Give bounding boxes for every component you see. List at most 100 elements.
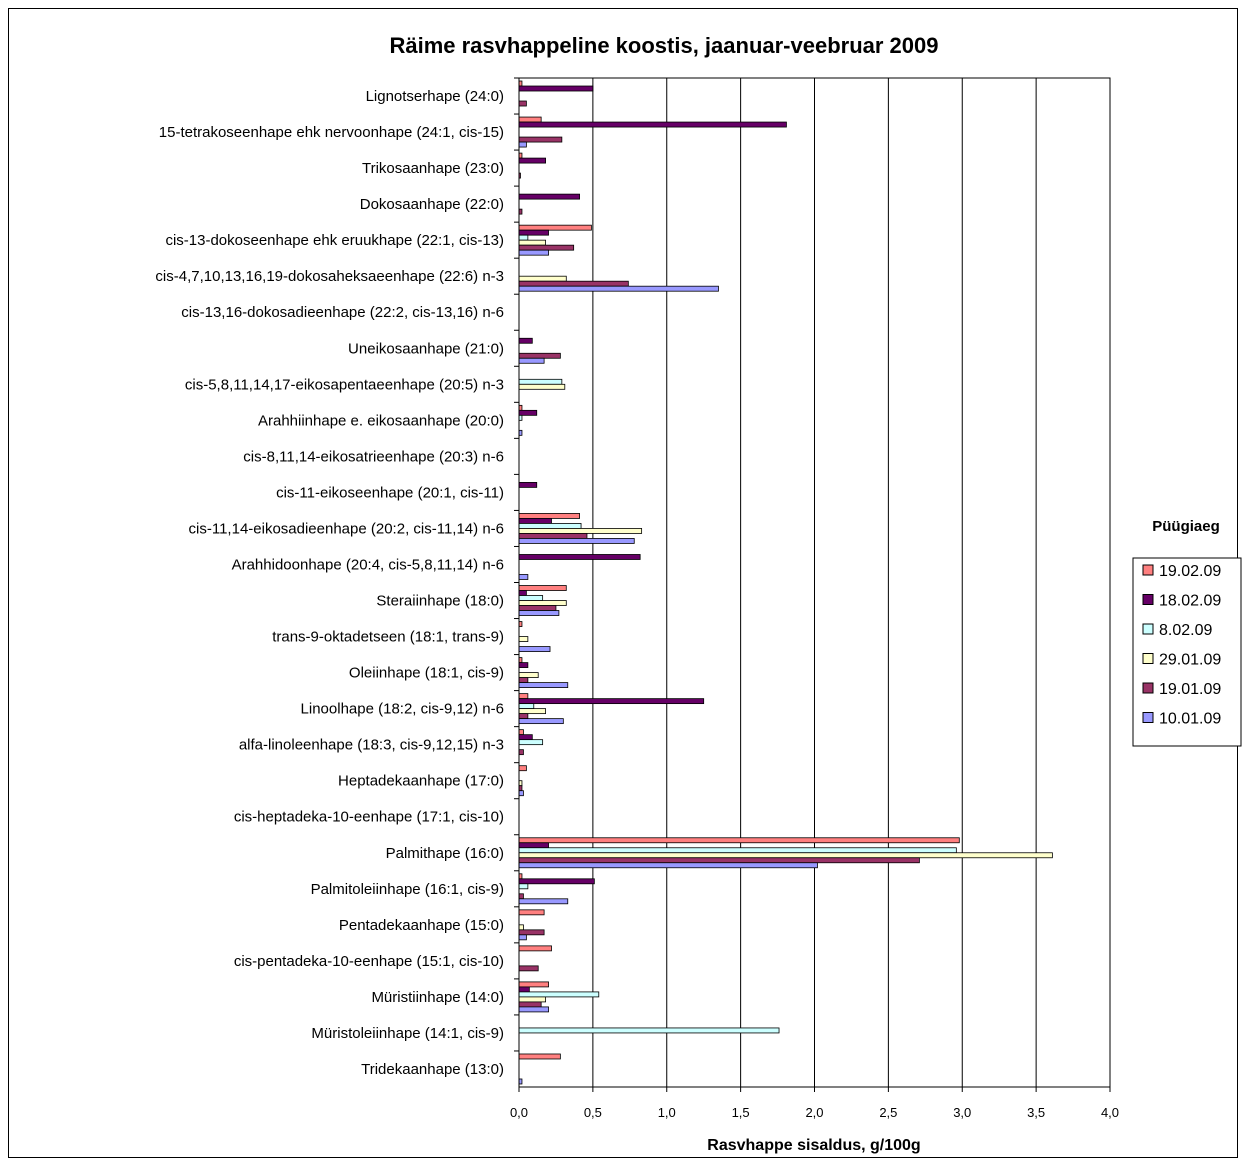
x-tick-label: 1,5 bbox=[732, 1105, 750, 1120]
bar bbox=[518, 224, 592, 231]
bar bbox=[518, 909, 545, 916]
bar bbox=[518, 378, 563, 385]
bar bbox=[518, 981, 549, 988]
bar bbox=[518, 996, 546, 1003]
category-label: Tridekaanhape (13:0) bbox=[361, 1061, 504, 1078]
bar bbox=[518, 1053, 561, 1060]
bar bbox=[518, 842, 549, 849]
category-label: Uneikosaanhape (21:0) bbox=[348, 340, 504, 357]
bar bbox=[518, 847, 957, 854]
bar bbox=[518, 790, 524, 797]
bar bbox=[518, 590, 527, 596]
bar bbox=[518, 677, 529, 683]
bar bbox=[518, 600, 567, 606]
bar bbox=[518, 482, 538, 488]
bar bbox=[518, 157, 546, 164]
legend-swatch bbox=[1142, 712, 1154, 723]
bar bbox=[518, 518, 552, 524]
bar bbox=[518, 538, 635, 544]
category-label: cis-13-dokoseenhape ehk eruukhape (22:1,… bbox=[165, 232, 504, 249]
category-label: Linoolhape (18:2, cis-9,12) n-6 bbox=[301, 701, 504, 718]
bar bbox=[518, 121, 787, 128]
bar bbox=[518, 693, 529, 700]
bar bbox=[518, 229, 549, 236]
category-labels: Lignotserhape (24:0) 15-tetrakoseenhape e… bbox=[155, 88, 504, 1078]
legend-swatch bbox=[1142, 623, 1154, 635]
bar bbox=[518, 883, 529, 890]
legend: 19.02.09 18.02.09 8.02.09 29.01.09 19.01.09 1… bbox=[1132, 557, 1242, 747]
bar bbox=[518, 383, 566, 390]
bar bbox=[518, 528, 643, 534]
bar bbox=[518, 409, 538, 416]
bar bbox=[518, 585, 567, 591]
category-label: Müristoleiinhape (14:1, cis-9) bbox=[311, 1025, 504, 1042]
bar bbox=[518, 280, 629, 287]
bar bbox=[518, 646, 551, 652]
bar bbox=[518, 698, 705, 705]
legend-entry: 18.02.09 bbox=[1159, 593, 1221, 610]
legend-swatch bbox=[1142, 594, 1154, 605]
x-tick-label: 1,0 bbox=[658, 1105, 676, 1120]
bar bbox=[518, 337, 533, 344]
category-label: cis-pentadeka-10-eenhape (15:1, cis-10) bbox=[234, 953, 504, 970]
x-tick-label: 3,0 bbox=[953, 1105, 971, 1120]
bar bbox=[518, 193, 580, 200]
legend-entry: 19.02.09 bbox=[1159, 563, 1221, 580]
x-tick-label: 2,0 bbox=[805, 1105, 823, 1120]
bar bbox=[518, 610, 560, 616]
category-label: Arahhiinhape e. eikosaanhape (20:0) bbox=[258, 412, 504, 429]
bar bbox=[518, 554, 641, 560]
bar bbox=[518, 708, 546, 715]
bar bbox=[518, 249, 549, 256]
category-label: Steraiinhape (18:0) bbox=[376, 593, 504, 610]
x-tick-label: 0,5 bbox=[584, 1105, 602, 1120]
bar bbox=[518, 986, 530, 993]
bar bbox=[518, 662, 529, 668]
bar bbox=[518, 929, 545, 936]
x-axis-title: Rasvhappe sisaldus, g/100g bbox=[707, 1137, 920, 1154]
bar bbox=[518, 893, 524, 900]
bar bbox=[518, 672, 539, 678]
category-label: Dokosaanhape (22:0) bbox=[360, 196, 504, 213]
legend-swatch bbox=[1142, 682, 1154, 694]
bar bbox=[518, 965, 539, 972]
x-tick-label: 4,0 bbox=[1101, 1105, 1119, 1120]
bar bbox=[518, 837, 960, 844]
bar bbox=[518, 513, 580, 519]
bar bbox=[518, 1027, 780, 1034]
category-label: Palmitoleiinhape (16:1, cis-9) bbox=[311, 881, 504, 898]
bar bbox=[518, 136, 563, 143]
bar bbox=[518, 636, 529, 642]
bar bbox=[518, 116, 542, 123]
bar bbox=[518, 357, 545, 364]
bar bbox=[518, 718, 564, 725]
bar bbox=[518, 729, 524, 736]
bars bbox=[518, 80, 1053, 1085]
category-label: Trikosaanhape (23:0) bbox=[362, 160, 504, 177]
bar bbox=[518, 1006, 549, 1013]
bar bbox=[518, 703, 535, 710]
bar bbox=[518, 898, 569, 905]
category-label: Arahhidoonhape (20:4, cis-5,8,11,14) n-6 bbox=[232, 556, 504, 573]
bar bbox=[518, 734, 533, 741]
bar bbox=[518, 852, 1053, 859]
bar bbox=[518, 533, 588, 539]
x-tick-label: 3,5 bbox=[1027, 1105, 1045, 1120]
bar bbox=[518, 991, 600, 998]
category-label: cis-4,7,10,13,16,19-dokosaheksaeenhape (… bbox=[155, 268, 504, 285]
x-tick-label: 2,5 bbox=[879, 1105, 897, 1120]
legend-entry: 29.01.09 bbox=[1159, 652, 1221, 669]
category-label: Palmithape (16:0) bbox=[386, 845, 504, 862]
bar bbox=[518, 285, 719, 292]
category-label: alfa-linoleenhape (18:3, cis-9,12,15) n-… bbox=[239, 737, 504, 754]
bar bbox=[518, 239, 546, 246]
bar bbox=[518, 595, 544, 601]
grid-lines bbox=[592, 78, 1111, 1087]
category-label: 15-tetrakoseenhape ehk nervoonhape (24:1… bbox=[159, 124, 504, 141]
axes bbox=[514, 77, 1111, 1088]
bar bbox=[518, 234, 529, 241]
legend-entry: 10.01.09 bbox=[1159, 711, 1221, 728]
bar bbox=[518, 682, 569, 688]
category-label: Oleiinhape (18:1, cis-9) bbox=[349, 665, 504, 682]
